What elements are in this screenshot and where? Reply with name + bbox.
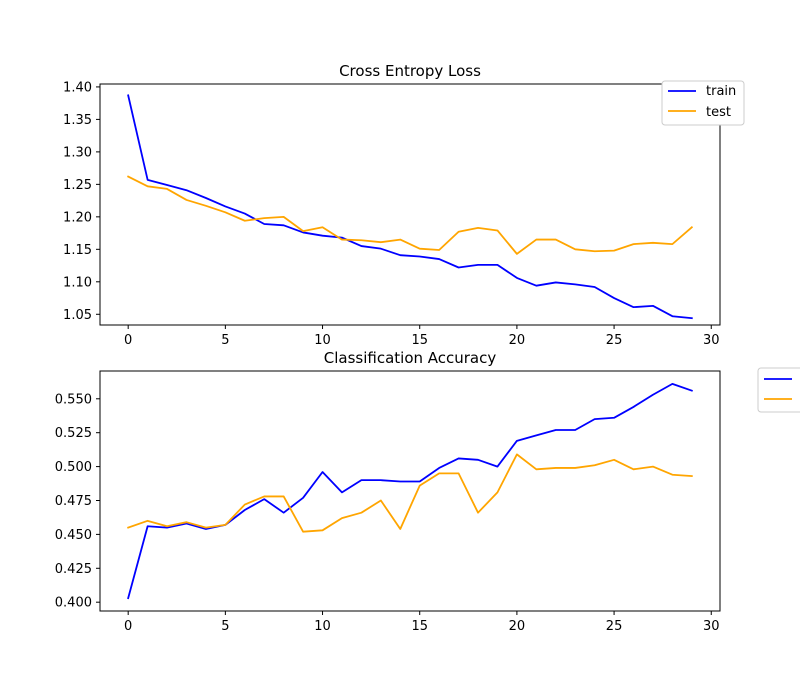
accuracy-y-tick-label: 0.500 [55, 460, 92, 475]
accuracy-x-tick-label: 30 [703, 619, 720, 634]
accuracy-legend-box [758, 368, 800, 412]
accuracy-y-tick-label: 0.475 [55, 494, 92, 509]
accuracy-y-tick-label: 0.550 [55, 392, 92, 407]
accuracy-chart-legend [758, 368, 800, 412]
accuracy-chart-title: Classification Accuracy [324, 349, 497, 367]
loss-x-tick-label: 20 [509, 333, 526, 348]
loss-y-tick-label: 1.20 [63, 210, 92, 225]
loss-chart-title: Cross Entropy Loss [339, 62, 481, 80]
loss-y-tick-label: 1.25 [63, 178, 92, 193]
loss-x-tick-label: 30 [703, 333, 720, 348]
accuracy-y-tick-label: 0.525 [55, 426, 92, 441]
accuracy-x-tick-label: 25 [606, 619, 623, 634]
loss-x-tick-label: 0 [124, 333, 132, 348]
loss-x-tick-label: 25 [606, 333, 623, 348]
accuracy-y-tick-label: 0.425 [55, 562, 92, 577]
accuracy-y-tick-label: 0.400 [55, 596, 92, 611]
accuracy-x-tick-label: 20 [509, 619, 526, 634]
accuracy-y-tick-label: 0.450 [55, 528, 92, 543]
accuracy-x-tick-label: 10 [314, 619, 331, 634]
loss-legend-test-label: test [706, 105, 731, 120]
loss-y-tick-label: 1.30 [63, 145, 92, 160]
loss-y-tick-label: 1.10 [63, 275, 92, 290]
loss-x-tick-label: 15 [411, 333, 428, 348]
loss-legend-train-label: train [706, 84, 736, 99]
loss-x-tick-label: 10 [314, 333, 331, 348]
accuracy-x-tick-label: 5 [221, 619, 229, 634]
loss-y-tick-label: 1.05 [63, 308, 92, 323]
loss-chart-legend: train test [662, 81, 744, 125]
loss-y-tick-label: 1.35 [63, 113, 92, 128]
accuracy-x-tick-label: 0 [124, 619, 132, 634]
loss-y-tick-label: 1.40 [63, 80, 92, 95]
loss-x-tick-label: 5 [221, 333, 229, 348]
loss-y-tick-label: 1.15 [63, 243, 92, 258]
accuracy-x-tick-label: 15 [411, 619, 428, 634]
